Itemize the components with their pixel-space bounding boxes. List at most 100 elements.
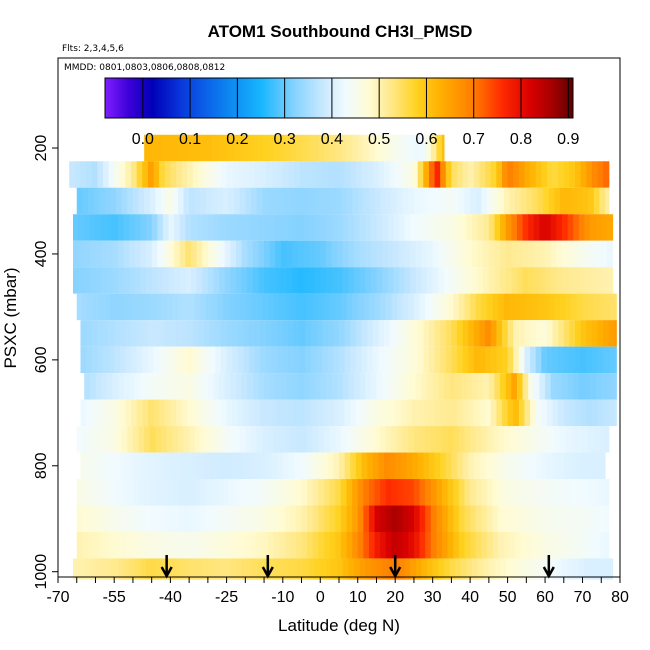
heatmap-cell — [230, 240, 237, 268]
heatmap-cell — [556, 240, 563, 268]
heatmap-cell — [359, 267, 366, 294]
heatmap-cell — [112, 558, 119, 580]
heatmap-cell — [363, 134, 370, 162]
heatmap-cell — [363, 479, 370, 506]
heatmap-cell — [464, 187, 471, 215]
heatmap-cell — [172, 505, 179, 532]
heatmap-cell — [155, 134, 162, 162]
heatmap-cell — [86, 346, 93, 374]
heatmap-cell — [415, 373, 423, 400]
heatmap-cell — [516, 558, 524, 580]
heatmap-cell — [93, 293, 100, 321]
heatmap-cell — [417, 399, 424, 427]
heatmap-cell — [582, 505, 589, 532]
heatmap-cell — [575, 161, 582, 188]
heatmap-cell — [95, 267, 102, 294]
heatmap-cell — [292, 214, 299, 241]
heatmap-cell — [584, 267, 591, 294]
heatmap-cell — [144, 134, 151, 162]
heatmap-cell — [554, 479, 561, 506]
heatmap-cell — [239, 505, 246, 532]
heatmap-cell — [515, 479, 522, 506]
heatmap-cell — [294, 161, 301, 188]
heatmap-cell — [440, 399, 447, 427]
heatmap-cell — [97, 161, 104, 188]
heatmap-cell — [453, 426, 460, 453]
heatmap-cell — [243, 399, 250, 427]
heatmap-cell — [543, 531, 550, 559]
heatmap-cell — [310, 320, 318, 347]
heatmap-cell — [447, 293, 454, 321]
heatmap-cell — [292, 373, 299, 400]
heatmap-cell — [245, 531, 252, 559]
heatmap-cell — [339, 320, 346, 347]
heatmap-cell — [247, 373, 254, 400]
heatmap-cell — [258, 240, 265, 268]
heatmap-cell — [110, 293, 117, 321]
heatmap-cell — [211, 293, 218, 321]
heatmap-cell — [410, 240, 417, 268]
heatmap-cell — [382, 240, 389, 268]
heatmap-cell — [560, 426, 567, 453]
heatmap-cell — [329, 505, 336, 532]
heatmap-cell — [159, 161, 166, 188]
heatmap-cell — [430, 479, 438, 506]
heatmap-cell — [161, 134, 168, 162]
heatmap-cell — [172, 426, 179, 453]
heatmap-cell — [277, 346, 284, 374]
heatmap-cell — [569, 399, 576, 427]
heatmap-cell — [561, 214, 569, 241]
heatmap-cell — [211, 505, 218, 532]
heatmap-cell — [320, 267, 327, 294]
heatmap-cell — [374, 531, 381, 559]
heatmap-cell — [548, 187, 556, 215]
heatmap-cell — [434, 346, 441, 374]
y-axis-label: PSXC (mbar) — [1, 267, 20, 368]
heatmap-cell — [312, 426, 319, 453]
heatmap-row — [80, 320, 617, 347]
heatmap-cell — [217, 187, 224, 215]
heatmap-cell — [458, 531, 466, 559]
heatmap-cell — [404, 267, 411, 294]
heatmap-cell — [215, 161, 222, 188]
heatmap-cell — [277, 399, 284, 427]
heatmap-cell — [87, 531, 95, 559]
heatmap-cell — [520, 479, 527, 506]
heatmap-cell — [299, 452, 306, 480]
heatmap-cell — [503, 187, 511, 215]
heatmap-cell — [297, 240, 305, 268]
heatmap-cell — [520, 505, 527, 532]
heatmap-cell — [385, 531, 393, 559]
heatmap-cell — [361, 320, 368, 347]
heatmap-cell — [385, 134, 393, 162]
heatmap-cell — [533, 214, 541, 241]
heatmap-cell — [260, 320, 267, 347]
heatmap-cell — [254, 399, 261, 427]
heatmap-cell — [350, 320, 357, 347]
heatmap-row — [72, 267, 614, 294]
heatmap-cell — [481, 479, 488, 506]
heatmap-cell — [393, 214, 400, 241]
heatmap-cell — [119, 399, 127, 427]
heatmap-cell — [273, 505, 280, 532]
heatmap-cell — [153, 161, 160, 188]
heatmap-cell — [196, 267, 203, 294]
heatmap-cell — [363, 426, 370, 453]
heatmap-cell — [318, 134, 325, 162]
heatmap-cell — [530, 346, 537, 374]
heatmap-cell — [327, 161, 334, 188]
heatmap-cell — [234, 187, 241, 215]
heatmap-cell — [501, 452, 509, 480]
heatmap-cell — [149, 134, 157, 162]
heatmap-cell — [142, 161, 149, 188]
heatmap-cell — [181, 452, 188, 480]
heatmap-cell — [279, 505, 286, 532]
heatmap-cell — [312, 293, 319, 321]
heatmap-cell — [367, 320, 374, 347]
heatmap-cell — [168, 267, 175, 294]
heatmap-cell — [352, 134, 359, 162]
heatmap-cell — [511, 373, 518, 400]
heatmap-cell — [183, 426, 190, 453]
heatmap-cell — [606, 240, 614, 268]
heatmap-cell — [415, 240, 423, 268]
